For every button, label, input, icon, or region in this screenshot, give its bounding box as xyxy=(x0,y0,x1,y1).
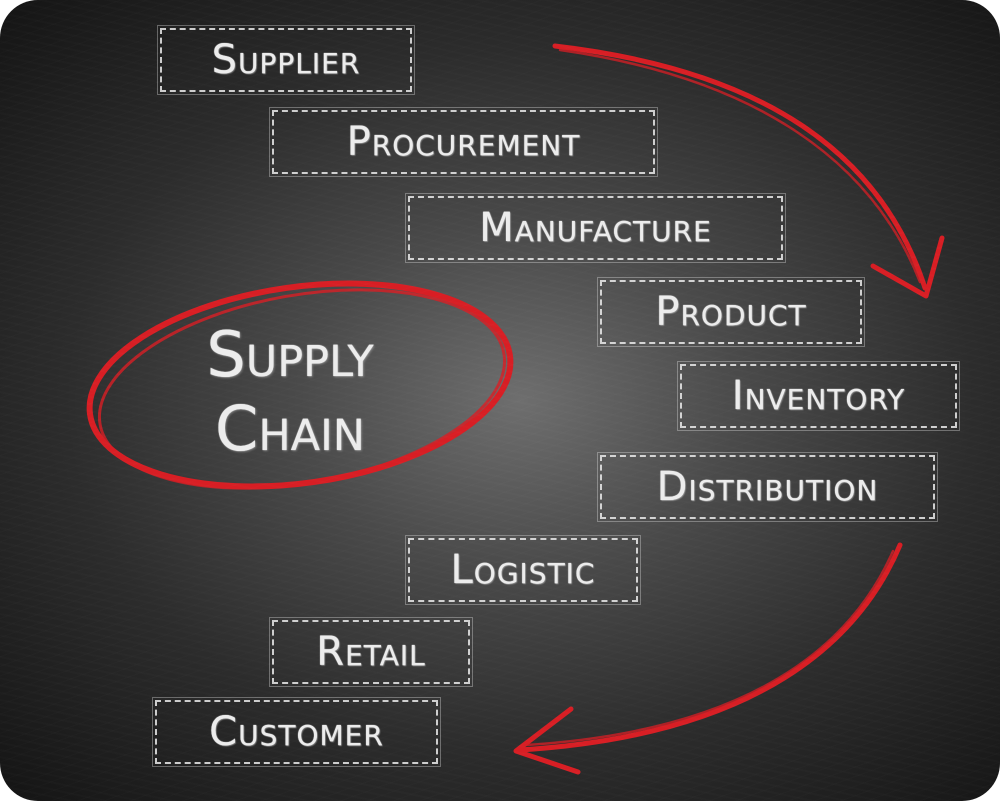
step-box-supplier: Supplier xyxy=(157,25,415,95)
arrow-bottom xyxy=(513,542,903,775)
step-box-retail: Retail xyxy=(269,617,473,687)
step-box-product: Product xyxy=(597,277,865,347)
step-box-logistic: Logistic xyxy=(405,535,641,605)
step-box-distribution: Distribution xyxy=(597,452,938,522)
step-box-manufacture: Manufacture xyxy=(405,193,786,263)
step-label: Logistic xyxy=(450,547,596,593)
step-box-procurement: Procurement xyxy=(269,107,658,177)
step-box-inventory: Inventory xyxy=(677,361,960,431)
red-ellipse-highlight xyxy=(86,280,514,490)
step-label: Inventory xyxy=(731,373,906,419)
arrow-top-right xyxy=(552,43,945,299)
center-title: Supply Chain xyxy=(125,318,455,466)
step-label: Customer xyxy=(209,709,384,755)
step-label: Procurement xyxy=(346,119,581,165)
step-label: Supplier xyxy=(211,37,361,83)
center-title-line-2: Chain xyxy=(215,392,365,465)
step-label: Retail xyxy=(316,629,426,675)
center-title-line-1: Supply xyxy=(206,318,374,391)
step-label: Manufacture xyxy=(479,205,712,251)
step-label: Distribution xyxy=(656,464,879,510)
step-label: Product xyxy=(655,289,807,335)
step-box-customer: Customer xyxy=(152,697,441,767)
